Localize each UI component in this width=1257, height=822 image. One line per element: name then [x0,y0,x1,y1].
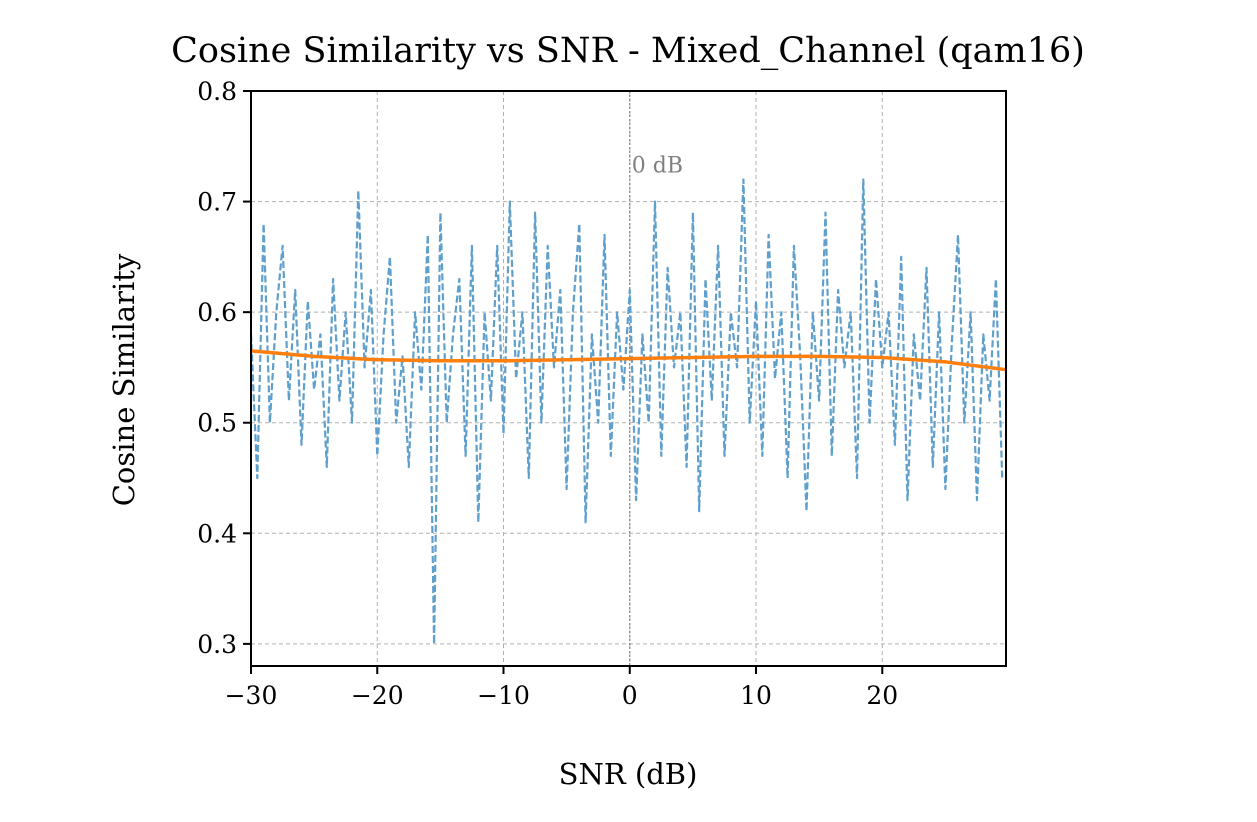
x-tick-label-0: −30 [225,681,278,710]
y-axis-ticks: 0.3 0.4 0.5 0.6 0.7 0.8 [197,77,251,659]
y-tick-label-4: 0.7 [197,188,237,217]
series-line-1 [250,349,1007,372]
x-tick-label-1: −20 [351,681,404,710]
y-tick-label-3: 0.6 [197,298,237,327]
x-axis-ticks: −30 −20 −10 0 10 20 [225,666,898,710]
x-axis-label: SNR (dB) [559,757,698,791]
series-group [249,178,1007,646]
y-tick-label-0: 0.3 [197,630,237,659]
zero-db-annotation: 0 dB [632,153,683,178]
x-tick-label-5: 20 [866,681,898,710]
grid [250,90,1006,666]
y-tick-label-5: 0.8 [197,77,237,106]
plot-frame [250,90,1007,667]
x-tick-label-2: −10 [477,681,530,710]
chart-title: Cosine Similarity vs SNR - Mixed_Channel… [171,31,1085,71]
series-line-0 [249,178,1004,646]
y-axis-label: Cosine Similarity [107,253,141,506]
y-tick-label-1: 0.4 [197,519,237,548]
x-tick-label-4: 10 [740,681,772,710]
y-tick-label-2: 0.5 [197,409,237,438]
x-tick-label-3: 0 [622,681,638,710]
